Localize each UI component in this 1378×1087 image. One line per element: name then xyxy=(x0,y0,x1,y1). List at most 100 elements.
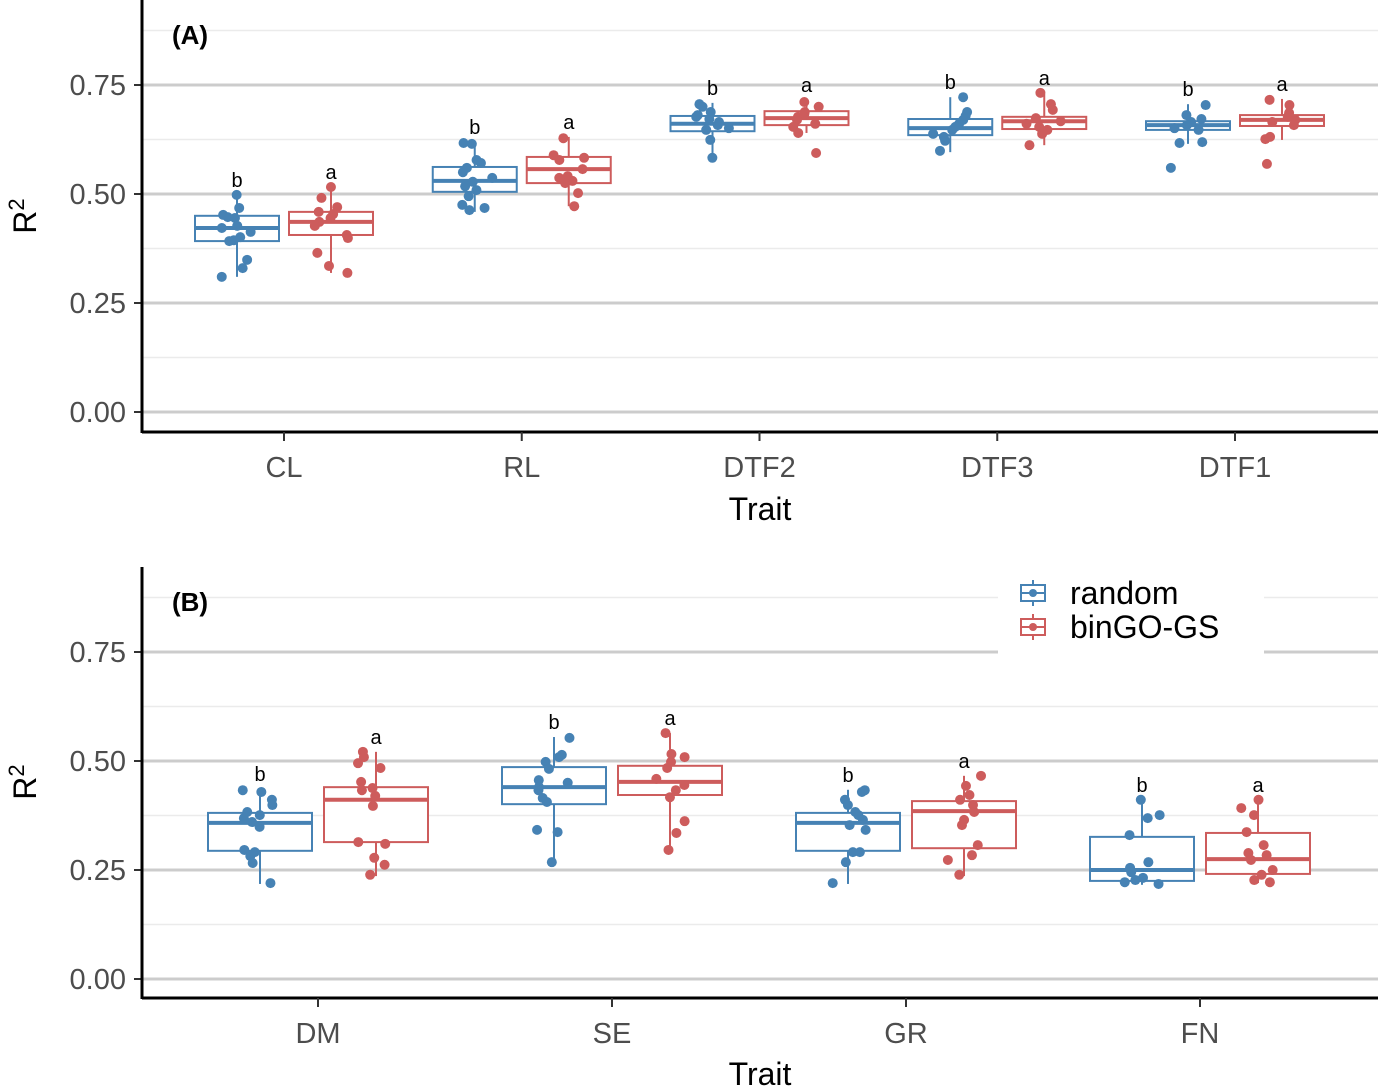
data-point xyxy=(463,191,474,202)
box-random-GR: b xyxy=(795,765,901,889)
data-point xyxy=(367,783,378,794)
data-point xyxy=(856,786,867,797)
data-point xyxy=(573,188,584,199)
x-tick-label: CL xyxy=(265,452,302,484)
data-point xyxy=(1119,877,1130,888)
data-point xyxy=(671,827,682,838)
significance-letter: a xyxy=(1252,775,1264,797)
box-binGO-GS-DTF3: a xyxy=(1001,68,1088,151)
box-binGO-GS-SE: a xyxy=(617,708,723,855)
data-point xyxy=(1282,111,1293,122)
data-point xyxy=(316,192,327,203)
data-point xyxy=(562,777,573,788)
data-point xyxy=(457,199,468,210)
data-point xyxy=(847,847,858,858)
data-point xyxy=(353,758,364,769)
data-point xyxy=(379,859,390,870)
data-point xyxy=(554,154,565,165)
data-point xyxy=(705,134,716,145)
data-point xyxy=(234,202,245,213)
data-point xyxy=(844,820,855,831)
y-tick-label: 0.25 xyxy=(70,855,126,887)
data-point xyxy=(342,267,353,278)
data-point xyxy=(533,775,544,786)
box-random-SE: b xyxy=(501,712,607,868)
data-point xyxy=(353,837,364,848)
significance-letter: b xyxy=(1136,775,1147,797)
data-point xyxy=(1165,162,1176,173)
data-point xyxy=(1055,116,1066,127)
data-point xyxy=(369,852,380,863)
data-point xyxy=(464,205,475,216)
x-tick-label: DTF1 xyxy=(1199,452,1272,484)
data-point xyxy=(660,728,671,739)
data-point xyxy=(956,820,967,831)
significance-letter: b xyxy=(254,764,265,786)
data-point xyxy=(810,118,821,129)
data-point xyxy=(479,202,490,213)
data-point xyxy=(1261,158,1272,169)
data-point xyxy=(1021,118,1032,129)
data-point xyxy=(663,844,674,855)
data-point xyxy=(380,838,391,849)
data-point xyxy=(237,263,248,274)
data-point xyxy=(247,817,258,828)
data-point xyxy=(1024,140,1035,151)
data-point xyxy=(558,133,569,144)
y-axis-label: R2 xyxy=(4,198,43,233)
x-tick-label: RL xyxy=(503,452,540,484)
data-point xyxy=(1284,100,1295,111)
data-point xyxy=(704,114,715,125)
data-point xyxy=(471,185,482,196)
data-point xyxy=(560,178,571,189)
box-random-DM: b xyxy=(207,764,313,889)
data-point xyxy=(232,220,243,231)
data-point xyxy=(1154,810,1165,821)
significance-letter: a xyxy=(325,162,337,184)
data-point xyxy=(1245,854,1256,865)
data-point xyxy=(238,813,249,824)
data-point xyxy=(460,181,471,192)
data-point xyxy=(940,135,951,146)
data-point xyxy=(1288,120,1299,131)
box-binGO-GS-FN: a xyxy=(1205,775,1311,888)
y-tick-label: 0.00 xyxy=(70,397,126,429)
data-point xyxy=(577,164,588,175)
box-random-DTF2: b xyxy=(669,78,756,163)
y-tick-label: 0.25 xyxy=(70,288,126,320)
data-point xyxy=(543,763,554,774)
data-point xyxy=(972,840,983,851)
x-tick-label: FN xyxy=(1181,1018,1220,1050)
data-point xyxy=(813,101,824,112)
box-random-DTF1: b xyxy=(1145,79,1231,173)
data-point xyxy=(552,827,563,838)
significance-letter: b xyxy=(707,78,718,100)
legend-label: binGO-GS xyxy=(1070,609,1219,645)
data-point xyxy=(1030,113,1041,124)
panel-a: 0.00 0.25 0.50 0.75 (A) R2 Trait CL b a RL b a DTF2 b a… xyxy=(4,0,1378,527)
data-point xyxy=(356,785,367,796)
data-point xyxy=(224,236,235,247)
data-point xyxy=(356,776,367,787)
legend-point xyxy=(1029,623,1037,631)
x-axis-label: Trait xyxy=(729,1056,792,1087)
data-point xyxy=(1260,134,1271,145)
box-random-DTF3: b xyxy=(907,72,994,156)
data-point xyxy=(854,847,865,858)
data-point xyxy=(1253,794,1264,805)
y-tick-label: 0.00 xyxy=(70,964,126,996)
y-tick-label: 0.75 xyxy=(70,70,126,102)
data-point xyxy=(370,790,381,801)
data-point xyxy=(1126,867,1137,878)
data-point xyxy=(799,97,810,108)
data-point xyxy=(827,878,838,889)
data-point xyxy=(1258,840,1269,851)
data-point xyxy=(1197,137,1208,148)
data-point xyxy=(1264,94,1275,105)
data-point xyxy=(475,158,486,169)
x-tick-label: GR xyxy=(884,1018,928,1050)
box-binGO-GS-RL: a xyxy=(525,112,612,212)
legend-label: random xyxy=(1070,575,1179,611)
data-point xyxy=(457,167,468,178)
